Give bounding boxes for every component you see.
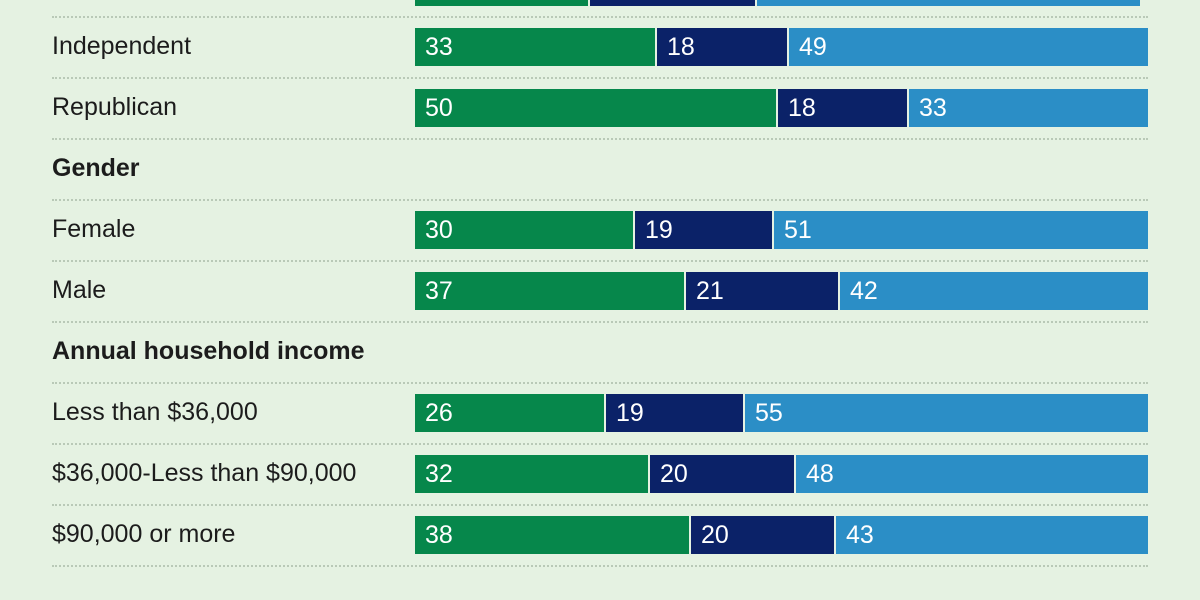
section-heading: Gender [52, 154, 140, 182]
row-divider [52, 138, 1148, 140]
bar-segment: 43 [836, 516, 1148, 554]
row-divider [52, 443, 1148, 445]
bar-segment: 38 [415, 516, 689, 554]
bar-segment: 37 [415, 272, 684, 310]
bar-segment: 18 [778, 89, 907, 127]
category-label: $36,000-Less than $90,000 [52, 459, 357, 487]
bar-segment: 26 [415, 394, 604, 432]
bar-segment: 33 [909, 89, 1148, 127]
bar-segment: 19 [635, 211, 772, 249]
row-divider [52, 16, 1148, 18]
bar-segment: 42 [840, 272, 1148, 310]
row-divider [52, 199, 1148, 201]
category-label: Republican [52, 93, 178, 121]
bar-segment: 55 [745, 394, 1148, 432]
bar-segment: 19 [606, 394, 743, 432]
bar-segment: 49 [789, 28, 1148, 66]
bar-segment-cropped [590, 0, 755, 6]
category-label: Male [52, 276, 107, 304]
bar-segment-cropped [757, 0, 1140, 6]
row-divider [52, 260, 1148, 262]
row-divider [52, 77, 1148, 79]
bar-segment: 48 [796, 455, 1148, 493]
category-label: Female [52, 215, 136, 243]
bar-segment: 30 [415, 211, 633, 249]
bar-segment: 20 [691, 516, 834, 554]
category-label: Independent [52, 32, 192, 60]
category-label: Less than $36,000 [52, 398, 258, 426]
bar-segment: 32 [415, 455, 648, 493]
bar-segment: 21 [686, 272, 838, 310]
bar-segment: 50 [415, 89, 776, 127]
bar-segment: 33 [415, 28, 655, 66]
bar-segment: 18 [657, 28, 787, 66]
bar-segment: 51 [774, 211, 1148, 249]
bar-segment: 20 [650, 455, 794, 493]
section-heading: Annual household income [52, 337, 365, 365]
category-label: $90,000 or more [52, 520, 236, 548]
bar-segment-cropped [415, 0, 588, 6]
row-divider [52, 382, 1148, 384]
row-divider [52, 504, 1148, 506]
row-divider [52, 565, 1148, 567]
row-divider [52, 321, 1148, 323]
